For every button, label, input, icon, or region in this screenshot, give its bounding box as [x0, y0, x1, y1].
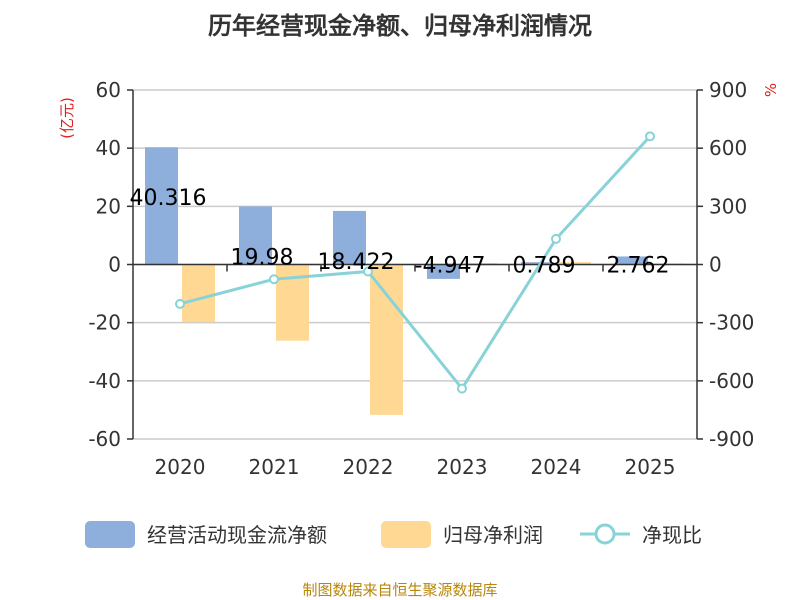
y-left-tick-label: -20	[88, 311, 121, 335]
ratio-point	[457, 383, 467, 394]
ratio-point	[269, 274, 279, 285]
y-left-tick-label: -40	[88, 369, 121, 393]
cashflow-data-label: 40.316	[130, 186, 207, 211]
y-left-tick-label: 40	[96, 136, 121, 160]
bars	[145, 147, 685, 415]
left-axis-unit: (亿元)	[58, 97, 76, 139]
ratio-point	[551, 233, 561, 244]
netprofit-bar	[182, 264, 215, 323]
x-tick-label: 2021	[249, 455, 300, 479]
cashflow-data-label: 18.422	[318, 250, 395, 275]
legend-label-netprofit: 归母净利润	[443, 523, 543, 547]
data-labels: 40.316 19.98 18.422 -4.947 0.789 2.762	[130, 186, 670, 278]
cashflow-bar	[521, 262, 554, 265]
cashflow-bar	[145, 147, 178, 265]
chart-title: 历年经营现金净额、归母净利润情况	[208, 12, 592, 40]
x-tick-label: 2020	[155, 455, 206, 479]
x-tick-label: 2024	[531, 455, 582, 479]
netprofit-bar	[558, 262, 591, 265]
y-right-tick-label: -600	[709, 369, 754, 393]
legend: 经营活动现金流净额 归母净利润 净现比	[85, 521, 702, 548]
cashflow-bar	[333, 210, 366, 265]
cashflow-bar	[427, 264, 460, 279]
ratio-line-path	[179, 135, 652, 392]
y-right-tick-label: -300	[709, 311, 754, 335]
axes: 60 40 20 0 -20 -40 -60 900 600 300 0 -300 -600 -900 20…	[88, 78, 754, 479]
x-tick-label: 2022	[343, 455, 394, 479]
y-left-tick-label: 60	[96, 78, 121, 102]
ratio-point	[175, 298, 185, 309]
legend-label-cashflow: 经营活动现金流净额	[147, 523, 327, 547]
y-right-tick-label: -900	[709, 427, 754, 451]
legend-swatch-cashflow	[85, 521, 135, 548]
y-left-tick-label: 20	[96, 194, 121, 218]
cashflow-bar	[239, 206, 272, 265]
ratio-line	[175, 131, 655, 394]
cashflow-data-label: 19.98	[231, 245, 294, 270]
y-right-tick-label: 0	[709, 253, 722, 277]
cashflow-data-label: 0.789	[513, 254, 576, 279]
cashflow-data-label: 2.762	[607, 254, 670, 279]
y-left-tick-label: -60	[88, 427, 121, 451]
legend-marker-ratio	[594, 523, 616, 545]
x-tick-label: 2025	[625, 455, 676, 479]
cashflow-bar	[615, 256, 648, 265]
ratio-point	[363, 266, 373, 277]
y-left-tick-label: 0	[108, 253, 121, 277]
x-tick-label: 2023	[437, 455, 488, 479]
data-source: 制图数据来自恒生聚源数据库	[302, 581, 497, 599]
legend-swatch-netprofit	[381, 521, 431, 548]
netprofit-bar	[370, 264, 403, 415]
ratio-point	[645, 131, 655, 142]
right-axis-unit: %	[762, 83, 780, 97]
legend-label-ratio: 净现比	[642, 523, 702, 547]
cashflow-data-label: -4.947	[415, 254, 486, 279]
y-right-tick-label: 300	[709, 194, 747, 218]
y-right-tick-label: 900	[709, 78, 747, 102]
y-right-tick-label: 600	[709, 136, 747, 160]
